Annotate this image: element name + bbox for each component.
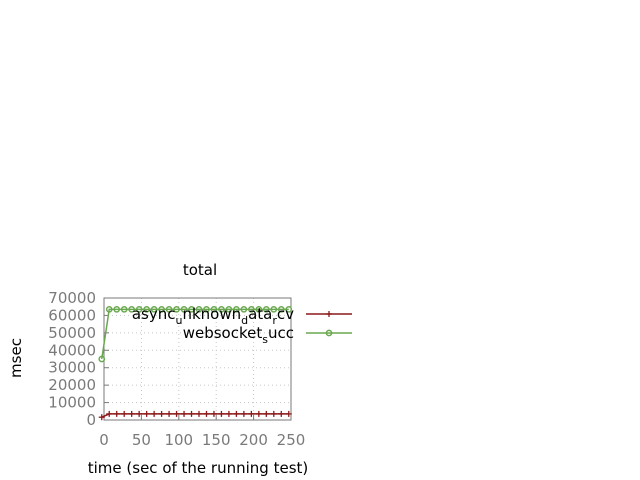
data-point [195, 305, 203, 313]
data-point [113, 305, 121, 313]
y-axis-label: msec [7, 338, 25, 378]
y-tick-label: 50000 [48, 324, 96, 342]
legend-label: asyncunknowndatarcv [132, 305, 294, 327]
data-point [240, 305, 248, 313]
data-point [262, 305, 270, 313]
y-tick-label: 30000 [48, 359, 96, 377]
x-tick-label: 0 [99, 431, 109, 449]
data-point [210, 410, 217, 417]
data-point [210, 305, 218, 313]
data-point [278, 410, 285, 417]
x-tick-label: 250 [277, 431, 306, 449]
data-point [135, 305, 143, 313]
data-point [151, 410, 158, 417]
data-point [277, 305, 285, 313]
x-tick-label: 50 [132, 431, 151, 449]
data-point [128, 305, 136, 313]
y-tick-label: 60000 [48, 306, 96, 324]
data-point [98, 355, 106, 363]
data-point [255, 305, 263, 313]
data-point [181, 410, 188, 417]
data-point [285, 305, 293, 313]
data-point [248, 410, 255, 417]
data-point [165, 305, 173, 313]
data-point [158, 410, 165, 417]
y-tick-label: 20000 [48, 376, 96, 394]
data-point [325, 329, 333, 337]
data-point [188, 305, 195, 313]
grid [104, 298, 291, 420]
data-point [233, 305, 240, 313]
data-point [136, 410, 143, 417]
legend-label: websocketsucc [183, 324, 294, 346]
data-point [166, 410, 173, 417]
data-point [255, 410, 262, 417]
data-point [173, 305, 180, 313]
series-async_unknown_data_rcv [98, 410, 292, 421]
y-tick-label: 40000 [48, 341, 96, 359]
data-point [143, 305, 150, 313]
x-tick-label: 100 [164, 431, 193, 449]
y-tick-label: 70000 [48, 289, 96, 307]
x-tick-label: 200 [239, 431, 268, 449]
data-point [128, 410, 135, 417]
data-point [120, 305, 128, 313]
data-point [248, 305, 255, 313]
data-point [158, 305, 165, 313]
data-point [105, 305, 113, 313]
data-point [326, 311, 332, 317]
data-point [121, 410, 128, 417]
data-point [98, 414, 105, 421]
data-point [113, 410, 120, 417]
x-tick-label: 150 [202, 431, 231, 449]
data-point [180, 305, 188, 313]
data-point [106, 410, 113, 417]
data-point [270, 410, 277, 417]
data-point [203, 305, 210, 313]
data-point [195, 410, 202, 417]
data-point [225, 305, 233, 313]
legend-entry: websocketsucc [183, 324, 352, 346]
data-point [285, 410, 292, 417]
series-websocket_succ [98, 305, 293, 363]
data-point [263, 410, 270, 417]
data-point [225, 410, 232, 417]
legend-entry: asyncunknowndatarcv [132, 305, 352, 327]
data-point [218, 305, 225, 313]
y-tick-label: 10000 [48, 394, 96, 412]
chart-title: total [183, 261, 217, 279]
data-point [150, 305, 158, 313]
data-point [188, 410, 195, 417]
data-point [143, 410, 150, 417]
data-point [233, 410, 240, 417]
data-point [218, 410, 225, 417]
y-tick-label: 0 [86, 411, 96, 429]
data-point [270, 305, 278, 313]
x-axis-label: time (sec of the running test) [88, 459, 309, 477]
series-line [101, 308, 289, 360]
series [98, 305, 293, 421]
data-point [203, 410, 210, 417]
data-point [240, 410, 247, 417]
data-point [173, 410, 180, 417]
